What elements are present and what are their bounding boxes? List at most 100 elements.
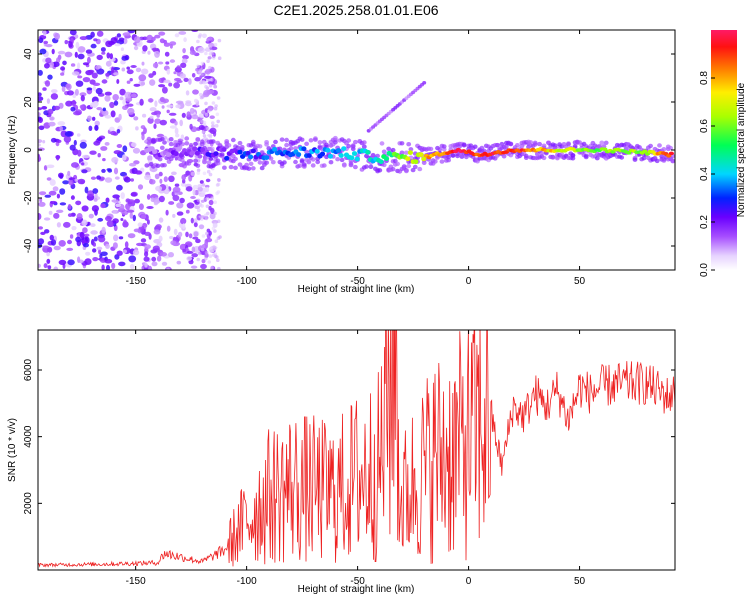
spectrogram-halo-speck — [648, 143, 653, 149]
spectrogram-noise-speck — [79, 231, 85, 239]
spectrogram-noise-speck — [152, 62, 159, 68]
spectrogram-halo-speck — [197, 154, 203, 159]
spectrogram-noise-speck — [73, 111, 82, 116]
spectrogram-noise-speck — [50, 93, 59, 100]
spectrogram-noise-speck — [116, 33, 122, 38]
spectrogram-noise-speck — [38, 213, 42, 220]
spectrogram-halo-speck — [306, 159, 312, 164]
spectrogram-ridge-speck — [421, 156, 427, 162]
spectrogram-noise-speck — [198, 33, 203, 37]
spectrogram-noise-speck — [69, 234, 74, 239]
spectrogram-noise-speck — [210, 196, 214, 200]
spectrogram-y-label: Frequency (Hz) — [7, 116, 18, 185]
spectrogram-ridge-speck — [176, 146, 182, 152]
spectrogram-noise-speck — [194, 98, 198, 103]
spectrogram-y-tick-label: -40 — [23, 238, 34, 253]
spectrogram-noise-speck — [153, 201, 158, 206]
spectrogram-noise-speck — [166, 104, 174, 108]
spectrogram-noise-speck — [207, 56, 212, 60]
spectrogram-halo-speck — [532, 140, 538, 145]
spectrogram-noise-speck — [104, 142, 110, 146]
spectrogram-halo-speck — [361, 144, 367, 149]
spectrogram-noise-speck — [208, 157, 214, 161]
spectrogram-noise-speck — [82, 227, 88, 234]
spectrogram-noise-speck — [93, 140, 101, 146]
spectrogram-noise-speck — [97, 217, 104, 222]
spectrogram-noise-speck — [138, 203, 144, 210]
spectrogram-ridge-speck — [152, 149, 158, 155]
spectrogram-noise-speck — [116, 79, 120, 84]
spectrogram-noise-speck — [58, 172, 64, 179]
spectrogram-noise-speck — [77, 53, 85, 60]
spectrogram-noise-speck — [59, 188, 66, 195]
spectrogram-x-tick-label: -150 — [126, 276, 146, 287]
spectrogram-noise-speck — [111, 66, 115, 74]
spectrogram-noise-speck — [206, 59, 210, 63]
spectrogram-noise-speck — [202, 72, 207, 77]
spectrogram-noise-speck — [182, 55, 189, 60]
spectrogram-halo-speck — [450, 153, 456, 158]
spectrogram-noise-speck — [204, 101, 208, 106]
spectrogram-halo-speck — [552, 143, 558, 148]
spectrogram-noise-speck — [181, 174, 186, 181]
spectrogram-noise-speck — [112, 67, 120, 71]
spectrogram-noise-speck — [118, 113, 122, 121]
snr-x-tick-label: 0 — [466, 576, 472, 587]
spectrogram-noise-speck — [158, 217, 164, 223]
spectrogram-noise-speck — [120, 171, 127, 177]
spectrogram-noise-speck — [174, 183, 180, 187]
spectrogram-noise-speck — [125, 203, 131, 211]
spectrogram-halo-speck — [341, 163, 347, 168]
spectrogram-halo-speck — [219, 152, 225, 157]
spectrogram-noise-speck — [208, 254, 213, 258]
spectrogram-halo-speck — [428, 146, 434, 152]
spectrogram-noise-speck — [45, 44, 53, 48]
spectrogram-ridge-speck — [668, 151, 675, 156]
spectrogram-noise-speck — [148, 73, 154, 78]
spectrogram-halo-speck — [404, 150, 409, 155]
spectrogram-noise-speck — [210, 265, 214, 270]
spectrogram-noise-speck — [142, 113, 147, 118]
spectrogram-noise-speck — [139, 98, 144, 106]
spectrogram-noise-speck — [68, 177, 75, 181]
spectrogram-noise-speck — [213, 200, 217, 204]
spectrogram-noise-speck — [205, 196, 210, 201]
spectrogram-noise-speck — [65, 83, 71, 89]
spectrogram-halo-speck — [670, 159, 675, 164]
spectrogram-noise-speck — [166, 68, 171, 75]
spectrogram-halo-speck — [353, 164, 358, 170]
spectrogram-halo-speck — [184, 136, 190, 141]
spectrogram-halo-speck — [515, 143, 520, 148]
spectrogram-noise-speck — [115, 203, 121, 208]
spectrogram-halo-speck — [472, 144, 478, 149]
spectrogram-noise-speck — [67, 170, 71, 177]
spectrogram-halo-speck — [603, 140, 609, 145]
spectrogram-halo-speck — [390, 167, 396, 172]
spectrogram-noise-speck — [172, 186, 181, 193]
spectrogram-ridge-speck — [407, 150, 413, 156]
spectrogram-halo-speck — [210, 139, 216, 144]
spectrogram-halo-speck — [464, 154, 469, 160]
spectrogram-noise-speck — [39, 48, 47, 55]
spectrogram-noise-speck — [146, 206, 154, 209]
spectrogram-noise-speck — [111, 199, 119, 203]
spectrogram-noise-speck — [85, 49, 93, 54]
spectrogram-noise-speck — [173, 228, 178, 236]
spectrogram-noise-speck — [116, 129, 121, 134]
spectrogram-noise-speck — [208, 37, 212, 41]
spectrogram-noise-speck — [90, 223, 96, 228]
spectrogram-noise-speck — [123, 219, 127, 225]
spectrogram-halo-speck — [572, 144, 578, 149]
spectrogram-noise-speck — [209, 115, 215, 119]
spectrogram-noise-speck — [134, 36, 141, 44]
spectrogram-noise-speck — [166, 225, 171, 232]
spectrogram-x-ticks: -150 -100 -50 0 50 — [126, 30, 586, 287]
spectrogram-noise-speck — [206, 169, 211, 174]
spectrogram-halo-speck — [284, 137, 289, 143]
spectrogram-noise-speck — [192, 89, 199, 95]
spectrogram-halo-speck — [550, 155, 556, 160]
spectrogram-halo-speck — [566, 142, 571, 147]
spectrogram-noise-speck — [176, 202, 184, 209]
spectrogram-noise-speck — [79, 92, 87, 97]
snr-y-tick-label: 6000 — [23, 358, 34, 381]
